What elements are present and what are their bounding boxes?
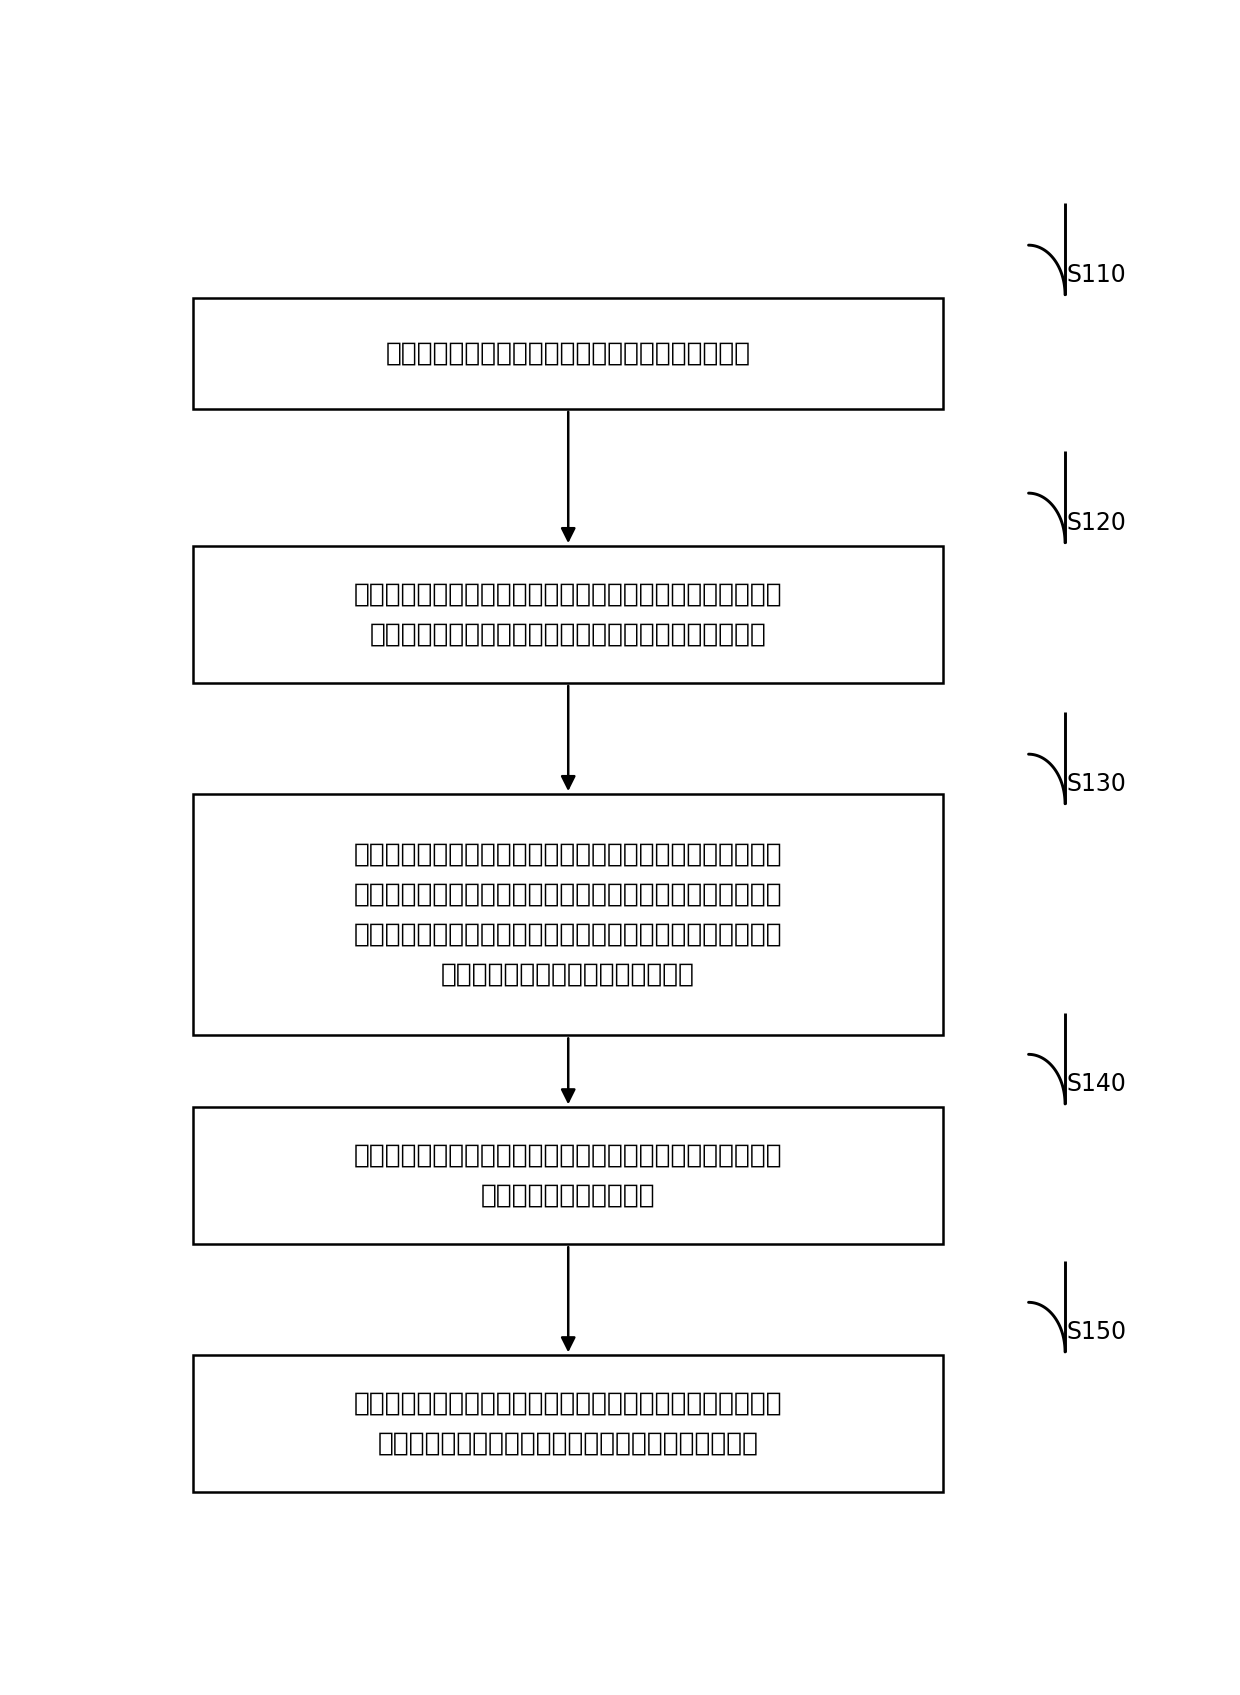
- Bar: [193, 1107, 942, 1244]
- Text: S130: S130: [1066, 773, 1127, 797]
- Bar: [193, 1356, 942, 1492]
- Text: 确定所述活立木的木材密度与所述介电常数和衰减常数的关系
式，并根据所述关系式计算所述活立木的所述木材密度: 确定所述活立木的木材密度与所述介电常数和衰减常数的关系 式，并根据所述关系式计算…: [353, 1390, 782, 1456]
- Text: S120: S120: [1066, 512, 1127, 536]
- Text: S150: S150: [1066, 1320, 1127, 1344]
- Text: S110: S110: [1066, 263, 1127, 286]
- Bar: [193, 793, 942, 1036]
- Text: 根据所述第一比值、所述第二比值和所述直径，计算所述活立
木的介电常数和衰减常数: 根据所述第一比值、所述第二比值和所述直径，计算所述活立 木的介电常数和衰减常数: [353, 1142, 782, 1209]
- Bar: [193, 298, 942, 408]
- Bar: [193, 546, 942, 683]
- Text: 在空气中相隔第一距离发射与接收预设频率范围的微波，测量
不同频率时发射微波信号与第一接收微波信号的第一比值: 在空气中相隔第一距离发射与接收预设频率范围的微波，测量 不同频率时发射微波信号与…: [353, 581, 782, 647]
- Text: 在空气中于所述第一高度处发射所述微波使得所述微波穿透所
述活立木的所述待测部位，并且在与所述微波的发射位置相隔
所述第一距离处接收所述微波，测量不同频率时所述发: 在空气中于所述第一高度处发射所述微波使得所述微波穿透所 述活立木的所述待测部位，…: [353, 842, 782, 988]
- Text: 测量活立木的距离地面第一高度处的待测部位的直径: 测量活立木的距离地面第一高度处的待测部位的直径: [386, 341, 750, 366]
- Text: S140: S140: [1066, 1073, 1127, 1097]
